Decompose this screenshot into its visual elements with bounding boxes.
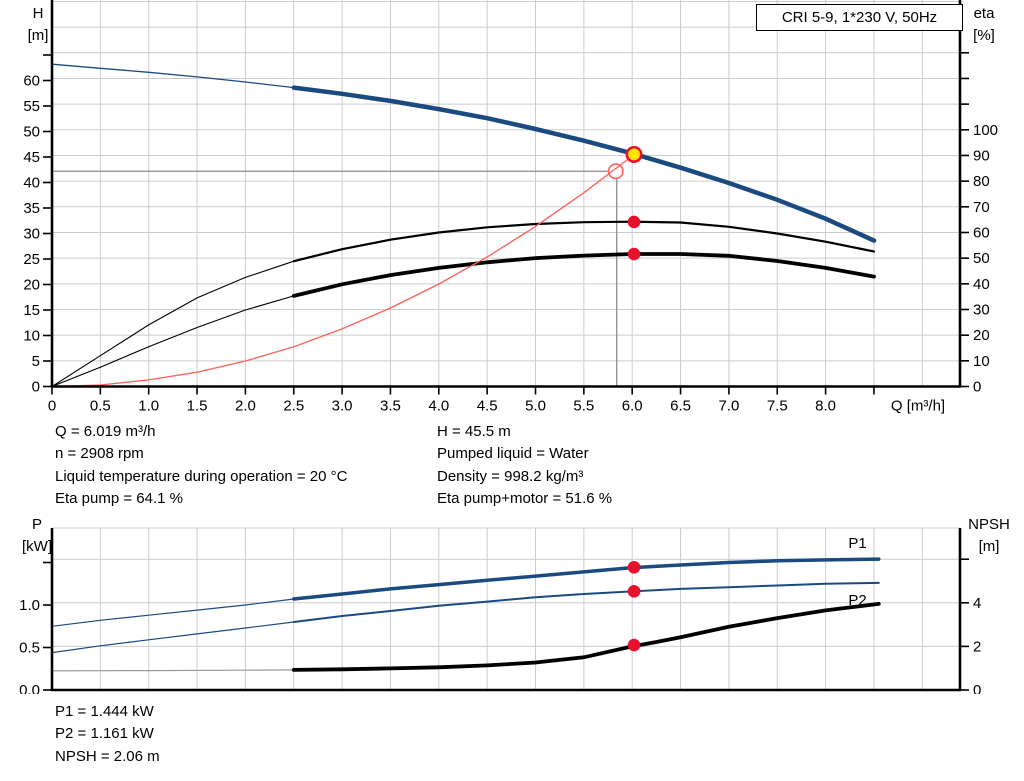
x-tick-label: 8.0 xyxy=(815,398,836,415)
left-tick-label: 50 xyxy=(23,124,40,141)
h-axis-unit: [m] xyxy=(27,27,49,44)
eta-axis-symbol: eta xyxy=(973,5,995,22)
h-axis-title: H [m] xyxy=(18,3,58,47)
right-tick-label: 0 xyxy=(973,682,981,694)
x-tick-label: 0.5 xyxy=(90,398,111,415)
left-tick-label: 25 xyxy=(23,251,40,268)
h-pump-curve-curve xyxy=(291,85,877,243)
x-tick-label: 1.0 xyxy=(138,398,159,415)
left-tick-label: 60 xyxy=(23,73,40,90)
x-tick-label: 7.0 xyxy=(718,398,739,415)
npsh-curve xyxy=(291,602,881,672)
right-tick-label: 0 xyxy=(973,379,981,396)
left-tick-label: 45 xyxy=(23,149,40,166)
p2-curve-thin xyxy=(51,621,294,654)
left-tick-label: 5 xyxy=(32,353,40,370)
h-pump-curve-curve-thin xyxy=(51,63,294,89)
x-tick-label: 7.5 xyxy=(767,398,788,415)
pump-model-box: CRI 5-9, 1*230 V, 50Hz xyxy=(756,4,963,31)
x-tick-label: 4.0 xyxy=(428,398,449,415)
system-curve-curve xyxy=(51,154,635,388)
left-tick-label: 40 xyxy=(23,175,40,192)
right-tick-label: 50 xyxy=(973,250,990,267)
right-tick-label: 100 xyxy=(973,122,998,139)
npsh-curve-thin xyxy=(51,669,294,672)
p-axis-title: P [kW] xyxy=(14,514,60,558)
info-line: P1 = 1.444 kW xyxy=(55,703,154,720)
left-tick-label: 10 xyxy=(23,328,40,345)
right-tick-label: 4 xyxy=(973,595,981,612)
operating-point-marker[interactable] xyxy=(625,145,643,163)
eta-pump-motor-dot xyxy=(627,247,641,261)
x-tick-label: 1.5 xyxy=(187,398,208,415)
x-tick-label: 6.0 xyxy=(622,398,643,415)
h-axis-symbol: H xyxy=(32,5,44,22)
p1-duty-dot xyxy=(627,560,641,574)
x-tick-label: 4.5 xyxy=(477,398,498,415)
npsh-axis-unit: [m] xyxy=(978,538,1000,555)
right-tick-label: 10 xyxy=(973,353,990,370)
npsh-duty-dot xyxy=(627,638,641,652)
x-tick-label: 2.5 xyxy=(283,398,304,415)
info-line: P2 = 1.161 kW xyxy=(55,725,154,743)
x-tick-label: 2.0 xyxy=(235,398,256,415)
left-tick-label: 20 xyxy=(23,277,40,294)
right-tick-label: 60 xyxy=(973,224,990,241)
right-tick-label: 90 xyxy=(973,147,990,164)
npsh-axis-symbol: NPSH xyxy=(968,516,1010,533)
eta-pump-motor-curve xyxy=(291,252,876,298)
duty-info-right: H = 45.5 m Pumped liquid = Water Density =… xyxy=(437,421,612,511)
x-axis-unit-label: Q [m³/h] xyxy=(891,398,945,415)
right-tick-label: 40 xyxy=(973,276,990,293)
power-info: P1 = 1.444 kW P2 = 1.161 kW NPSH = 2.06 m xyxy=(55,701,160,768)
rated-duty-marker xyxy=(607,163,624,180)
x-tick-label: 6.5 xyxy=(670,398,691,415)
left-tick-label: 30 xyxy=(23,226,40,243)
right-tick-label: 20 xyxy=(973,327,990,344)
duty-info-left: Q = 6.019 m³/h n = 2908 rpm Liquid tempera… xyxy=(55,421,347,511)
p1-curve-label: P1 xyxy=(848,535,866,552)
eta-axis-unit: [%] xyxy=(973,27,995,44)
right-tick-label: 2 xyxy=(973,638,981,655)
p1-curve xyxy=(292,557,881,601)
eta-pump-curve xyxy=(292,220,876,263)
info-line: H = 45.5 m xyxy=(437,423,511,440)
left-tick-label: 55 xyxy=(23,98,40,115)
npsh-axis-title: NPSH [m] xyxy=(960,514,1018,558)
info-line: Pumped liquid = Water xyxy=(437,445,589,463)
eta-pump-dot xyxy=(627,215,641,229)
p1-curve-thin xyxy=(51,598,294,627)
info-line: Liquid temperature during operation = 20… xyxy=(55,467,348,485)
p-axis-unit: [kW] xyxy=(22,538,52,555)
eta-axis-title: eta [%] xyxy=(962,3,1006,47)
qh-eta-chart[interactable]: 0 5 10 15 20 25 30 35 40 45 50 55 60 0 10 20 30 40 50 60 70 8… xyxy=(0,0,1024,418)
p-axis-symbol: P xyxy=(31,516,42,533)
x-tick-label: 3.0 xyxy=(332,398,353,415)
info-line: Q = 6.019 m³/h xyxy=(55,423,156,440)
left-tick-label: 0.5 xyxy=(19,640,40,657)
eta-pump-curve-thin xyxy=(51,260,294,387)
p2-duty-dot xyxy=(627,585,641,598)
x-tick-label: 0 xyxy=(48,398,56,415)
x-tick-label: 5.0 xyxy=(525,398,546,415)
right-tick-label: 30 xyxy=(973,301,990,318)
info-line: Density = 998.2 kg/m³ xyxy=(437,467,584,485)
left-tick-label: 0 xyxy=(32,379,40,396)
left-tick-label: 15 xyxy=(23,302,40,319)
info-line: Eta pump = 64.1 % xyxy=(55,490,183,508)
left-tick-label: 35 xyxy=(23,200,40,217)
info-line: NPSH = 2.06 m xyxy=(55,747,160,765)
left-tick-label: 0.0 xyxy=(19,682,40,694)
x-tick-label: 3.5 xyxy=(380,398,401,415)
left-tick-label: 1.0 xyxy=(19,597,40,614)
p2-curve xyxy=(292,581,880,623)
info-line: n = 2908 rpm xyxy=(55,445,144,463)
right-tick-label: 80 xyxy=(973,173,990,190)
eta-pump-motor-curve-thin xyxy=(51,295,294,388)
right-tick-label: 70 xyxy=(973,199,990,216)
x-tick-label: 5.5 xyxy=(573,398,594,415)
info-line: Eta pump+motor = 51.6 % xyxy=(437,490,613,508)
